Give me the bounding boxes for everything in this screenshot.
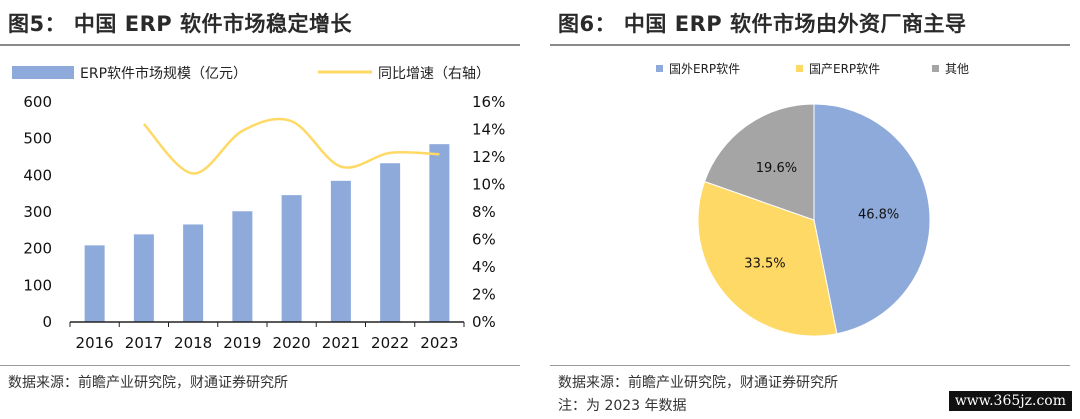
legend-line-label: 同比增速（右轴） (378, 66, 490, 82)
bar-line-chart: ERP软件市场规模（亿元） 同比增速（右轴） 2016 2017 2018 2019 2… (12, 65, 505, 352)
x-tick-label-2019: 2019 (223, 334, 261, 352)
bar-plot-area: 2016 2017 2018 2019 2020 2021 2022 2023 0 100 200 3… (23, 93, 505, 352)
right-title-divider (550, 44, 1070, 46)
pie-legend-label-0: 国外ERP软件 (669, 62, 740, 76)
left-source: 数据来源：前瞻产业研究院，财通证券研究所 (8, 375, 288, 391)
pie-legend-swatch-0 (656, 65, 663, 72)
x-tick-label-2017: 2017 (125, 334, 163, 352)
x-tick-label-2021: 2021 (322, 334, 360, 352)
x-tick-label-2023: 2023 (420, 334, 458, 352)
left-chart-title: 图5： 中国 ERP 软件市场稳定增长 (8, 12, 352, 36)
pie-legend: 国外ERP软件 国产ERP软件 其他 (656, 62, 969, 76)
y-right-tick-label-2%: 2% (472, 286, 496, 304)
y-left-tick-label-100: 100 (23, 276, 52, 294)
pie-legend-label-2: 其他 (945, 62, 969, 76)
pie-legend-swatch-1 (796, 65, 803, 72)
right-panel: 图6： 中国 ERP 软件市场由外资厂商主导 国外ERP软件 国产ERP软件 其他 … (550, 0, 1080, 419)
left-panel: 图5： 中国 ERP 软件市场稳定增长 ERP软件市场规模（亿元） 同比增速（右… (0, 0, 530, 419)
y-right-tick-label-12%: 12% (472, 148, 505, 166)
pie-slice-1 (697, 180, 838, 337)
bar-2017 (133, 234, 154, 322)
y-right-tick-label-8%: 8% (472, 203, 496, 221)
bar-2018 (183, 224, 204, 322)
pie-slice-0 (813, 103, 931, 335)
y-right-tick-label-0%: 0% (472, 313, 496, 331)
x-tick-label-2022: 2022 (371, 334, 409, 352)
watermark: www.365jz.com (948, 391, 1072, 411)
pie-legend-label-1: 国产ERP软件 (809, 62, 880, 76)
pie-slice-2 (703, 103, 815, 221)
bar-2020 (281, 195, 302, 322)
pie-chart: 国外ERP软件 国产ERP软件 其他 46.8% 33.5% 19.6% (656, 62, 969, 337)
y-right-tick-label-14%: 14% (472, 121, 505, 139)
bar-2022 (380, 163, 401, 322)
right-source: 数据来源：前瞻产业研究院，财通证券研究所 (558, 375, 838, 391)
y-right-tick-label-10%: 10% (472, 176, 505, 194)
pie-value-label-0: 46.8% (858, 208, 899, 223)
y-left-tick-label-300: 300 (23, 203, 52, 221)
bar-2019 (232, 211, 253, 322)
y-left-tick-label-0: 0 (42, 313, 52, 331)
x-tick-label-2016: 2016 (76, 334, 114, 352)
y-left-tick-label-600: 600 (23, 93, 52, 111)
bar-2016 (84, 245, 105, 322)
bar-legend: ERP软件市场规模（亿元） 同比增速（右轴） (12, 65, 490, 82)
y-right-tick-label-4%: 4% (472, 258, 496, 276)
bar-2021 (330, 180, 351, 322)
right-note: 注：为 2023 年数据 (558, 398, 687, 414)
y-left-tick-label-400: 400 (23, 166, 52, 184)
left-title-divider (0, 44, 520, 46)
left-footer-divider (0, 365, 520, 366)
y-left-tick-label-500: 500 (23, 130, 52, 148)
y-right-tick-label-16%: 16% (472, 93, 505, 111)
pie-plot-area: 46.8% 33.5% 19.6% (697, 103, 931, 337)
y-right-tick-label-6%: 6% (472, 231, 496, 249)
x-tick-label-2018: 2018 (174, 334, 212, 352)
pie-value-label-1: 33.5% (744, 257, 785, 272)
growth-rate-line (142, 117, 440, 175)
bar-2023 (429, 144, 450, 322)
legend-bar-label: ERP软件市场规模（亿元） (80, 65, 247, 82)
legend-bar-swatch (12, 66, 74, 79)
pie-legend-swatch-2 (932, 65, 939, 72)
x-tick-label-2020: 2020 (273, 334, 311, 352)
y-left-tick-label-200: 200 (23, 240, 52, 258)
right-chart-title: 图6： 中国 ERP 软件市场由外资厂商主导 (558, 12, 967, 36)
right-footer-divider (550, 365, 1070, 366)
pie-value-label-2: 19.6% (756, 161, 797, 176)
